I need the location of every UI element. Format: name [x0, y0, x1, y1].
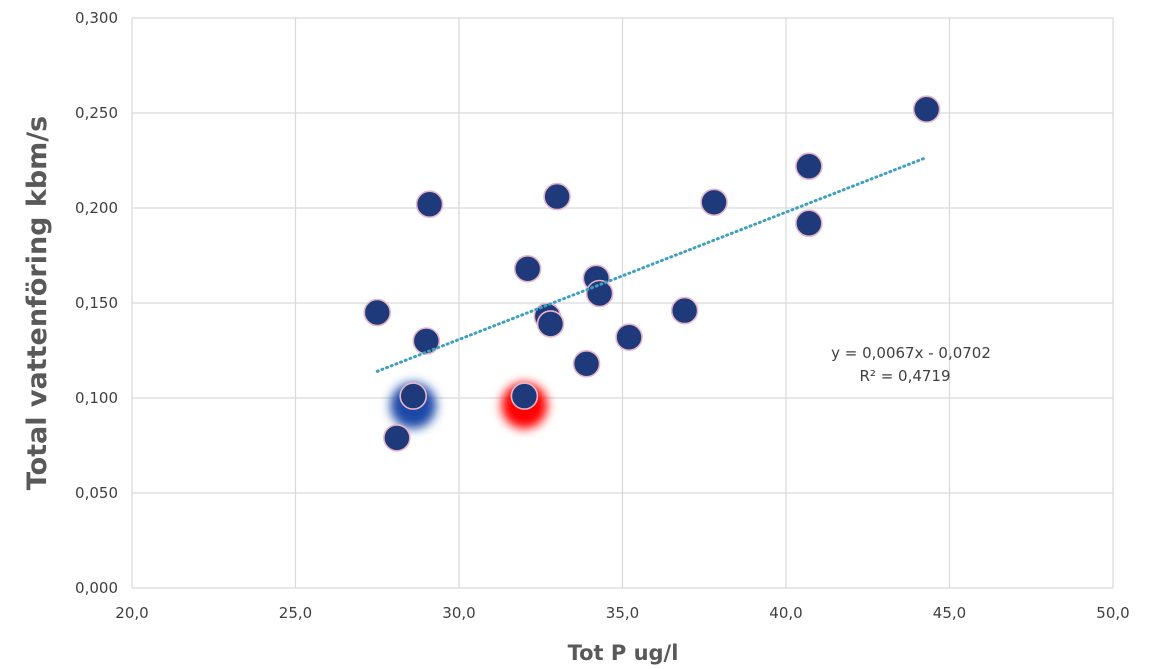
x-tick-label: 35,0	[606, 604, 639, 622]
data-point	[615, 323, 643, 352]
y-tick-label: 0,000	[75, 579, 118, 597]
y-tick-label: 0,200	[75, 199, 118, 217]
y-axis-title: Total vattenföring kbm/s	[22, 116, 53, 491]
data-point	[510, 382, 539, 410]
data-point	[363, 298, 392, 327]
x-tick-label: 20,0	[115, 604, 148, 622]
y-tick-label: 0,050	[75, 484, 118, 502]
data-point	[543, 182, 571, 211]
data-point	[670, 296, 699, 325]
y-tick-label: 0,250	[75, 104, 118, 122]
data-point	[383, 424, 411, 452]
data-point	[572, 349, 601, 378]
data-point	[412, 327, 441, 355]
x-tick-label: 25,0	[279, 604, 312, 622]
data-point	[536, 310, 565, 338]
trendline-equation: y = 0,0067x - 0,0702	[831, 344, 991, 362]
y-axis-ticks: 0,000 0,050 0,100 0,150 0,200 0,250 0,300	[75, 9, 118, 597]
x-tick-label: 45,0	[933, 604, 966, 622]
data-point	[700, 188, 728, 217]
trendline-path	[375, 155, 929, 373]
x-tick-label: 30,0	[442, 604, 475, 622]
x-tick-label: 40,0	[769, 604, 802, 622]
trendline-r-squared: R² = 0,4719	[859, 367, 950, 385]
y-tick-label: 0,300	[75, 9, 118, 27]
x-axis-ticks: 20,0 25,0 30,0 35,0 40,0 45,0 50,0	[115, 604, 1129, 622]
data-points	[363, 95, 941, 452]
data-point	[795, 152, 823, 180]
y-tick-label: 0,150	[75, 294, 118, 312]
data-point	[415, 190, 444, 218]
y-tick-label: 0,100	[75, 389, 118, 407]
x-tick-label: 50,0	[1096, 604, 1129, 622]
data-point	[795, 209, 823, 237]
x-axis-title: Tot P ug/l	[568, 641, 679, 665]
data-point	[513, 254, 542, 283]
grid-lines	[131, 17, 1114, 589]
data-point	[912, 95, 941, 123]
trendline	[375, 155, 929, 373]
data-point	[399, 382, 428, 410]
